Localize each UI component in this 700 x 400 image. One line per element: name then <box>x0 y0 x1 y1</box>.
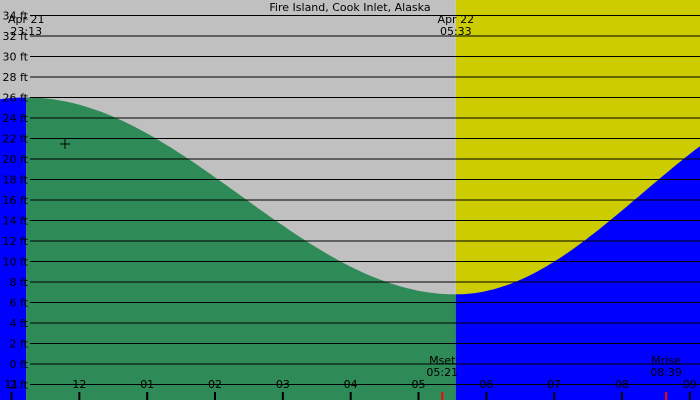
y-tick-label: 4 ft <box>10 317 29 330</box>
extreme-date-label: Apr 21 <box>8 13 45 26</box>
event-time-label: 05:21 <box>426 366 458 379</box>
y-tick-label: 14 ft <box>3 215 29 228</box>
event-label: Mrise <box>651 354 681 367</box>
rising-tide-segment <box>455 146 700 400</box>
extreme-time-label: 05:33 <box>440 25 472 38</box>
y-tick-label: 18 ft <box>3 173 29 186</box>
crosshair-cursor <box>60 139 70 149</box>
y-tick-label: 26 ft <box>3 91 29 104</box>
x-tick-label: 03 <box>276 378 290 391</box>
y-tick-label: 8 ft <box>10 276 29 289</box>
y-tick-label: 22 ft <box>3 132 29 145</box>
x-tick-label: 01 <box>140 378 154 391</box>
x-tick-label: 04 <box>344 378 358 391</box>
rising-tide-segment <box>0 97 27 400</box>
chart-title: Fire Island, Cook Inlet, Alaska <box>269 1 430 14</box>
x-tick-label: 12 <box>72 378 86 391</box>
x-tick-label: 06 <box>479 378 493 391</box>
x-tick-label: 08 <box>615 378 629 391</box>
x-tick-label: 05 <box>412 378 426 391</box>
event-label: Mset <box>429 354 456 367</box>
y-tick-label: 2 ft <box>10 338 29 351</box>
y-tick-label: 16 ft <box>3 194 29 207</box>
falling-tide-segment <box>26 97 456 400</box>
y-tick-label: 0 ft <box>10 358 29 371</box>
y-tick-label: 30 ft <box>3 50 29 63</box>
x-tick-label: 09 <box>683 378 697 391</box>
y-tick-label: 32 ft <box>3 30 29 43</box>
x-tick-label: 11 <box>5 378 19 391</box>
x-axis-labels: 11 12 01 02 03 04 05 06 07 08 09 <box>5 378 697 400</box>
grid-lines <box>30 14 700 386</box>
y-tick-label: 24 ft <box>3 112 29 125</box>
y-tick-label: -2 ft <box>6 379 29 392</box>
x-tick-label: 07 <box>547 378 561 391</box>
y-tick-label: 28 ft <box>3 71 29 84</box>
tide-area <box>0 97 700 400</box>
y-tick-label: 12 ft <box>3 235 29 248</box>
extreme-date-label: Apr 22 <box>438 13 475 26</box>
event-time-label: 08:39 <box>650 366 682 379</box>
x-tick-label: 02 <box>208 378 222 391</box>
y-axis-labels: -2 ft 0 ft 2 ft 4 ft 6 ft 8 ft 10 ft 12 ft 14 ft… <box>3 9 29 391</box>
extreme-time-label: 23:13 <box>10 25 42 38</box>
y-tick-label: 20 ft <box>3 153 29 166</box>
y-tick-label: 6 ft <box>10 297 29 310</box>
y-tick-label: 10 ft <box>3 256 29 269</box>
y-tick-label: 34 ft <box>3 9 29 22</box>
